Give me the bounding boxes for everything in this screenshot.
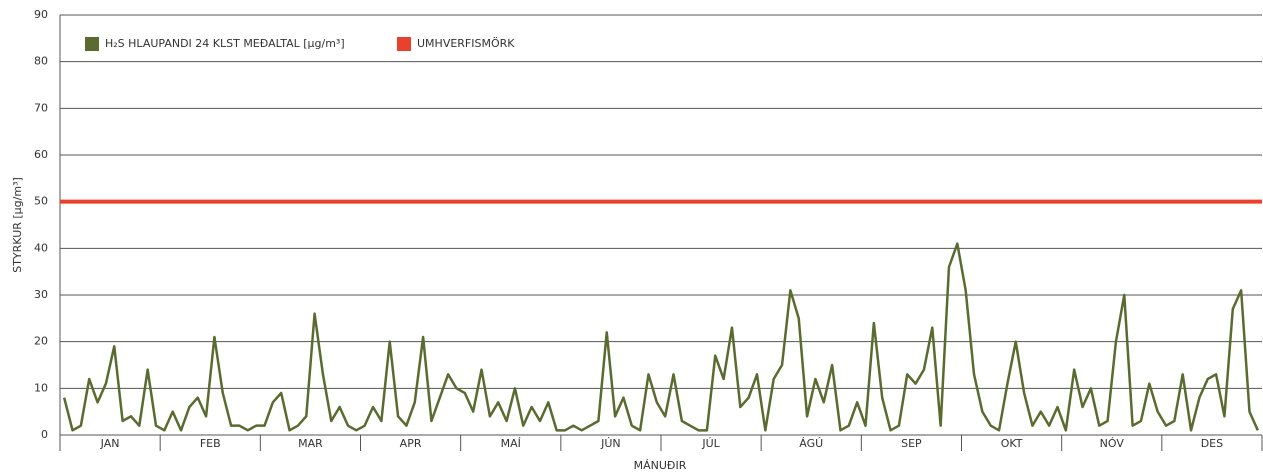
legend-label: UMHVERFISMÖRK <box>417 37 515 50</box>
y-tick-label: 40 <box>34 241 48 254</box>
x-tick-label: SEP <box>901 437 922 450</box>
y-tick-label: 50 <box>34 195 48 208</box>
x-axis-label: MÁNUÐIR <box>634 459 687 472</box>
y-axis-label: STYRKUR [µg/m³] <box>11 177 24 273</box>
y-tick-label: 10 <box>34 381 48 394</box>
y-tick-label: 20 <box>34 335 48 348</box>
y-tick-label: 30 <box>34 288 48 301</box>
y-tick-label: 90 <box>34 8 48 21</box>
y-tick-label: 0 <box>41 428 48 441</box>
y-tick-label: 60 <box>34 148 48 161</box>
x-tick-label: JÚL <box>701 437 720 450</box>
x-tick-label: MAR <box>298 437 323 450</box>
legend-swatch <box>85 37 99 51</box>
x-tick-label: JAN <box>100 437 120 450</box>
x-tick-label: NÓV <box>1100 437 1125 450</box>
y-tick-label: 80 <box>34 55 48 68</box>
x-tick-label: FEB <box>200 437 221 450</box>
legend-label: H₂S HLAUPANDI 24 KLST MEÐALTAL [µg/m³] <box>105 37 345 50</box>
x-tick-label: APR <box>400 437 422 450</box>
y-tick-label: 70 <box>34 101 48 114</box>
legend-swatch <box>397 37 411 51</box>
x-tick-label: ÁGÚ <box>799 437 823 450</box>
data-line <box>62 242 1259 432</box>
x-tick-label: MAÍ <box>501 437 521 450</box>
x-tick-label: DES <box>1201 437 1223 450</box>
x-tick-label: OKT <box>1001 437 1023 450</box>
x-tick-label: JÚN <box>600 437 621 450</box>
